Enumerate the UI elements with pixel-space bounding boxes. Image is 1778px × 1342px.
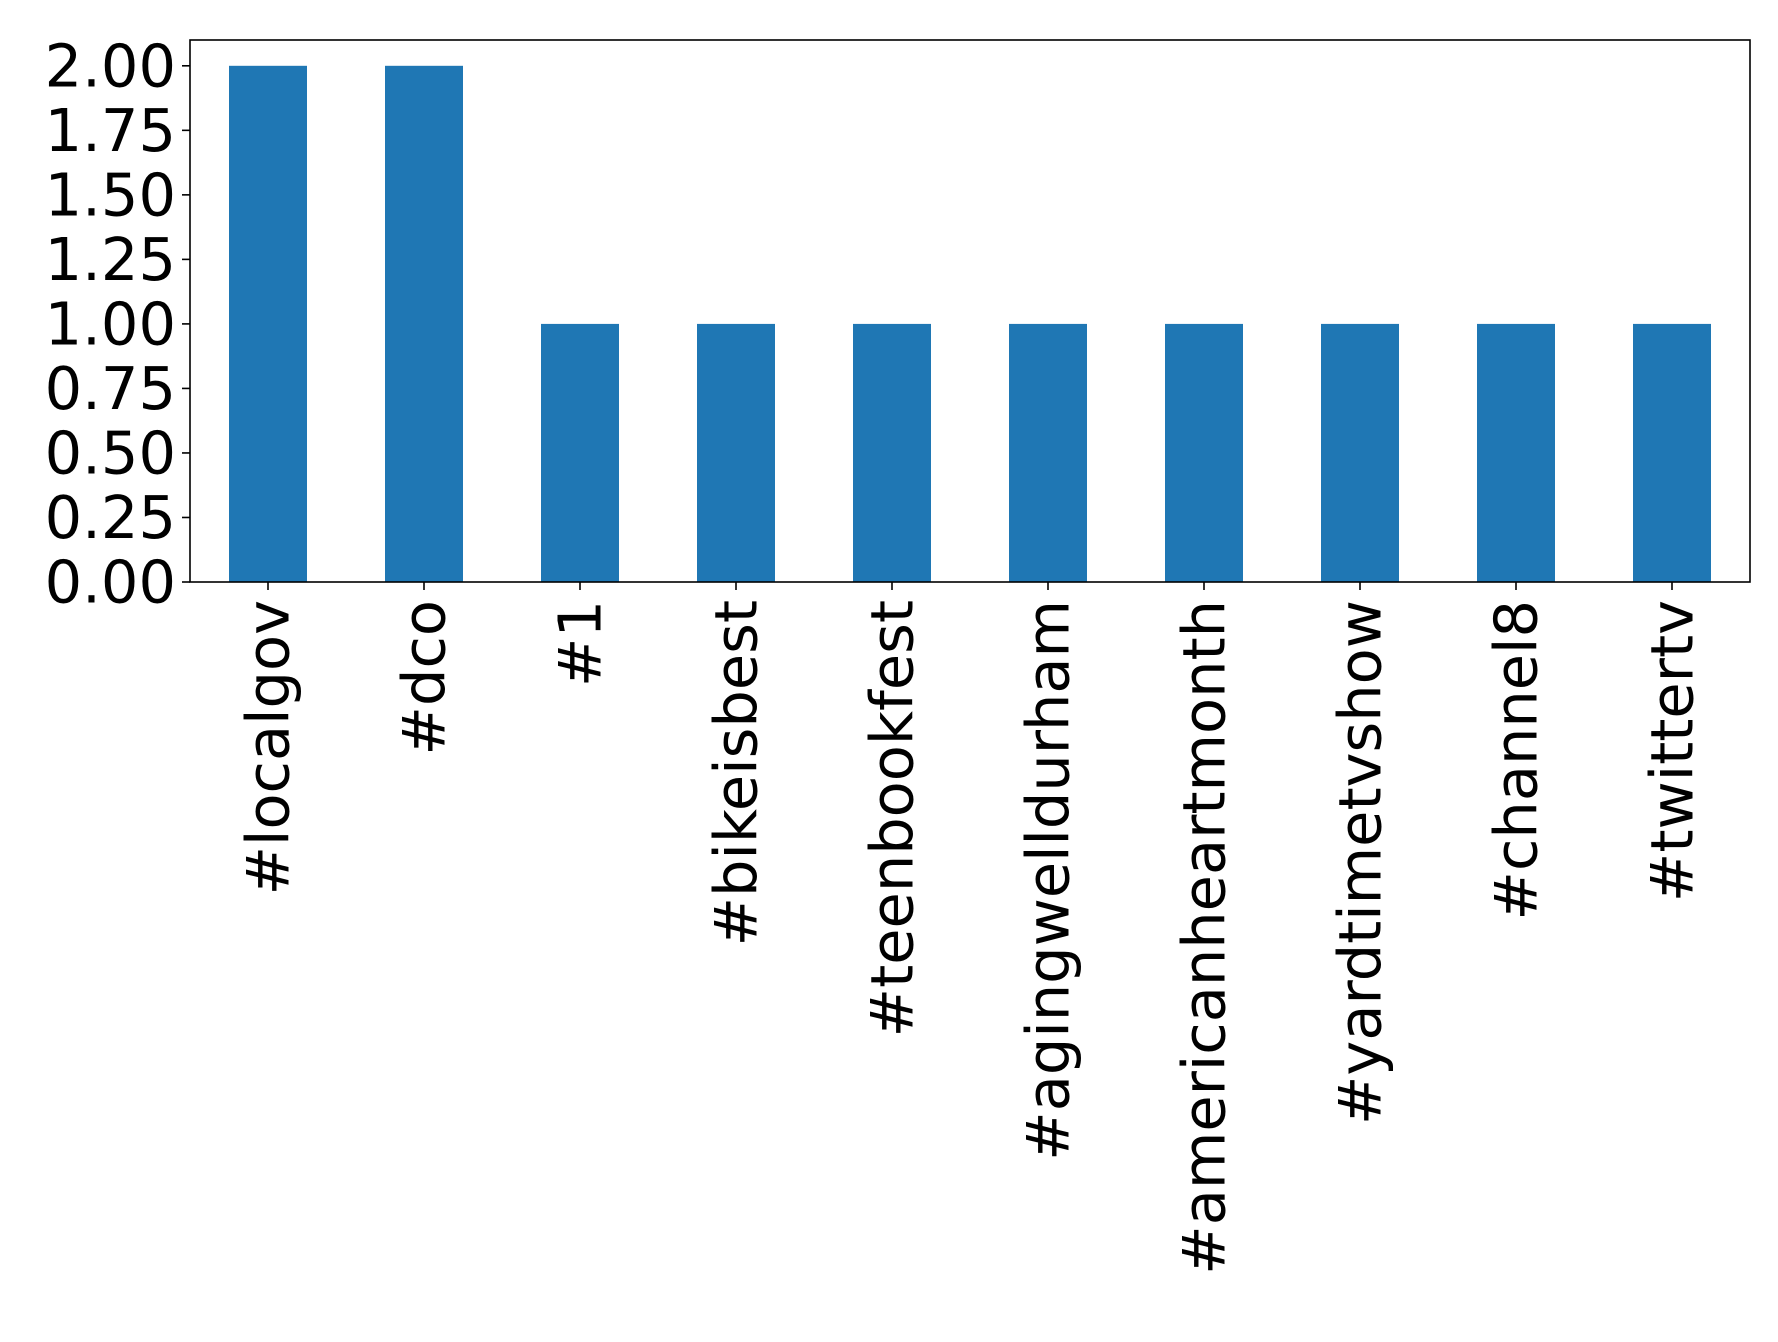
bar-9 xyxy=(1633,323,1711,582)
bar-5 xyxy=(1009,323,1087,582)
y-tick-label: 0.50 xyxy=(45,418,176,487)
x-tick-label: #1 xyxy=(546,600,615,687)
x-tick-label: #channel8 xyxy=(1482,600,1551,920)
y-tick-label: 0.75 xyxy=(45,354,176,423)
bar-1 xyxy=(385,65,463,583)
x-tick-label: #agingwelldurham xyxy=(1014,600,1083,1161)
y-tick-label: 1.25 xyxy=(45,225,176,294)
x-tick-label: #localgov xyxy=(234,600,303,895)
y-axis: 0.000.250.500.751.001.251.501.752.00 xyxy=(45,31,190,617)
bar-6 xyxy=(1165,323,1243,582)
x-tick-label: #americanheartmonth xyxy=(1170,600,1239,1275)
bars-layer xyxy=(229,65,1711,583)
bar-8 xyxy=(1477,323,1555,582)
x-tick-label: #teenbookfest xyxy=(858,600,927,1037)
x-tick-label: #twittertv xyxy=(1638,600,1707,902)
y-tick-label: 1.00 xyxy=(45,289,176,358)
y-tick-label: 0.25 xyxy=(45,483,176,552)
bar-7 xyxy=(1321,323,1399,582)
bar-0 xyxy=(229,65,307,583)
bar-2 xyxy=(541,323,619,582)
y-tick-label: 1.75 xyxy=(45,96,176,165)
x-tick-label: #dco xyxy=(390,600,459,755)
plot-frame xyxy=(189,39,1751,583)
x-axis: #localgov #dco #1 #bikeisbest #teenbookfest #… xyxy=(234,582,1707,1275)
x-tick-label: #bikeisbest xyxy=(702,600,771,946)
y-tick-label: 1.50 xyxy=(45,160,176,229)
bar-4 xyxy=(853,323,931,582)
bar-3 xyxy=(697,323,775,582)
x-tick-label: #yardtimetvshow xyxy=(1326,600,1395,1125)
y-tick-label: 2.00 xyxy=(45,31,176,100)
y-tick-label: 0.00 xyxy=(45,548,176,617)
